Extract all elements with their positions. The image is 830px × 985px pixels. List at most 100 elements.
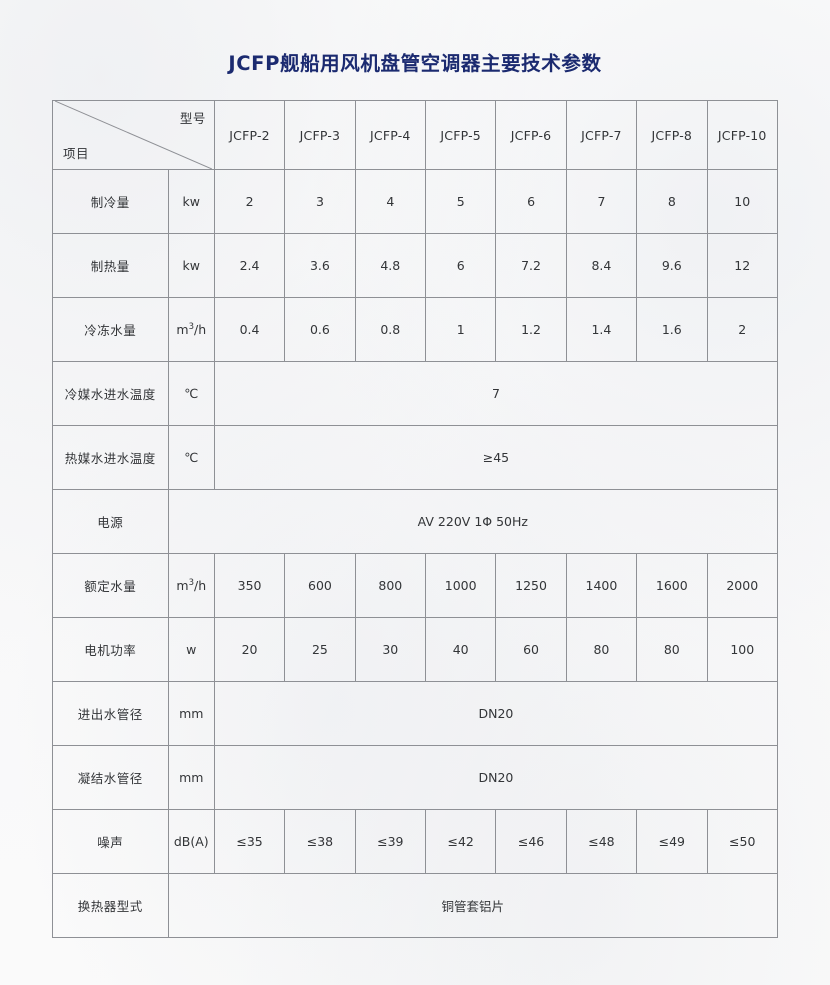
- row-unit-label: ℃: [167, 425, 215, 490]
- row-value-cell: 80: [636, 617, 708, 682]
- row-value-cell: 10: [706, 169, 778, 234]
- row-unit-label: dB(A): [167, 809, 215, 874]
- row-value-cell: 0.6: [284, 297, 356, 362]
- row-value-cell: 350: [213, 553, 286, 618]
- table-row: 电源 AV 220V 1Φ 50Hz: [52, 489, 779, 554]
- row-value-cell: 1400: [565, 553, 638, 618]
- row-value-cell: 100: [706, 617, 778, 682]
- row-value-cell: 6: [424, 233, 497, 298]
- row-item-label: 电机功率: [52, 617, 169, 682]
- header-model-column-7: JCFP-8: [636, 100, 708, 170]
- row-unit-label: ℃: [167, 361, 215, 426]
- row-value-cell: 2: [213, 169, 286, 234]
- header-model-column-8: JCFP-10: [706, 100, 778, 170]
- spec-table-body: 型号 项目 JCFP-2 JCFP-3 JCFP-4 JCFP-5 JCFP-6 JCFP-7…: [52, 100, 779, 938]
- row-value-cell: 2: [706, 297, 778, 362]
- row-value-cell: 0.8: [354, 297, 427, 362]
- row-item-label: 电源: [52, 489, 169, 554]
- table-row: 冷冻水量 m3/h 0.4 0.6 0.8 1 1.2 1.4 1.6 2: [52, 297, 778, 362]
- row-value-cell: 1.6: [636, 297, 708, 362]
- row-value-cell: 80: [565, 617, 638, 682]
- row-value-cell: 8.4: [565, 233, 638, 298]
- row-item-label: 进出水管径: [52, 681, 169, 746]
- row-unit-label: kw: [167, 233, 215, 298]
- row-value-cell: 1000: [424, 553, 497, 618]
- row-unit-label: kw: [167, 169, 215, 234]
- row-merged-value: AV 220V 1Φ 50Hz: [167, 489, 779, 554]
- page-title: JCFP舰船用风机盘管空调器主要技术参数: [228, 52, 602, 75]
- row-item-label: 凝结水管径: [52, 745, 169, 810]
- header-model-column-2: JCFP-3: [284, 100, 356, 170]
- row-item-label: 噪声: [52, 809, 169, 874]
- row-value-cell: ≤38: [284, 809, 356, 874]
- diagonal-divider-icon: [55, 101, 212, 169]
- row-value-cell: 1.4: [565, 297, 638, 362]
- row-merged-value: 铜管套铝片: [167, 873, 779, 938]
- row-value-cell: 6: [495, 169, 567, 234]
- row-value-cell: 4: [354, 169, 427, 234]
- row-item-label: 冷冻水量: [52, 297, 169, 362]
- row-value-cell: 7.2: [495, 233, 567, 298]
- row-value-cell: 30: [354, 617, 427, 682]
- row-item-label: 制热量: [52, 233, 169, 298]
- table-row: 制冷量 kw 2 3 4 5 6 7 8 10: [52, 169, 778, 234]
- row-value-cell: 0.4: [213, 297, 286, 362]
- row-value-cell: 25: [284, 617, 356, 682]
- row-value-cell: 5: [424, 169, 497, 234]
- row-unit-label: w: [167, 617, 215, 682]
- spec-table: 型号 项目 JCFP-2 JCFP-3 JCFP-4 JCFP-5 JCFP-6 JCFP-7…: [52, 100, 779, 938]
- row-value-cell: 12: [706, 233, 778, 298]
- row-merged-value: 7: [213, 361, 779, 426]
- row-value-cell: 4.8: [354, 233, 427, 298]
- row-value-cell: 8: [636, 169, 708, 234]
- row-value-cell: 7: [565, 169, 638, 234]
- row-value-cell: 1.2: [495, 297, 567, 362]
- row-value-cell: 1600: [636, 553, 708, 618]
- row-value-cell: 2000: [706, 553, 778, 618]
- row-item-label: 换热器型式: [52, 873, 169, 938]
- table-row: 冷媒水进水温度 ℃ 7: [52, 361, 779, 426]
- row-merged-value: ≥45: [213, 425, 779, 490]
- table-row: 电机功率 w 20 25 30 40 60 80 80 100: [52, 617, 778, 682]
- header-model-column-3: JCFP-4: [354, 100, 427, 170]
- row-value-cell: ≤49: [636, 809, 708, 874]
- header-model-column-4: JCFP-5: [424, 100, 497, 170]
- row-value-cell: 800: [354, 553, 427, 618]
- row-value-cell: 1250: [495, 553, 567, 618]
- table-row: 热媒水进水温度 ℃ ≥45: [52, 425, 779, 490]
- row-value-cell: ≤39: [354, 809, 427, 874]
- row-item-label: 冷媒水进水温度: [52, 361, 169, 426]
- table-row: 额定水量 m3/h 350 600 800 1000 1250 1400 1600 2000: [52, 553, 778, 618]
- table-row: 凝结水管径 mm DN20: [52, 745, 779, 810]
- row-unit-label: m3/h: [167, 553, 215, 618]
- row-value-cell: ≤46: [495, 809, 567, 874]
- row-unit-label: mm: [167, 681, 215, 746]
- row-value-cell: ≤35: [213, 809, 286, 874]
- spec-table-container: 型号 项目 JCFP-2 JCFP-3 JCFP-4 JCFP-5 JCFP-6 JCFP-7…: [52, 100, 779, 938]
- table-row: 噪声 dB(A) ≤35 ≤38 ≤39 ≤42 ≤46 ≤48 ≤49 ≤50: [52, 809, 778, 874]
- row-merged-value: DN20: [213, 745, 779, 810]
- table-row: 制热量 kw 2.4 3.6 4.8 6 7.2 8.4 9.6 12: [52, 233, 778, 298]
- table-row: 换热器型式 铜管套铝片: [52, 873, 779, 938]
- row-value-cell: 3: [284, 169, 356, 234]
- row-value-cell: ≤50: [706, 809, 778, 874]
- header-model-column-1: JCFP-2: [213, 100, 286, 170]
- row-value-cell: 1: [424, 297, 497, 362]
- header-model-column-5: JCFP-6: [495, 100, 567, 170]
- row-item-label: 额定水量: [52, 553, 169, 618]
- row-value-cell: 2.4: [213, 233, 286, 298]
- header-model-label: 型号: [179, 111, 206, 126]
- row-value-cell: 40: [424, 617, 497, 682]
- header-corner-cell: 型号 项目: [52, 100, 215, 170]
- row-value-cell: 60: [495, 617, 567, 682]
- row-item-label: 制冷量: [52, 169, 169, 234]
- row-value-cell: ≤48: [565, 809, 638, 874]
- row-value-cell: 20: [213, 617, 286, 682]
- row-unit-label: mm: [167, 745, 215, 810]
- row-merged-value: DN20: [213, 681, 779, 746]
- table-row: 进出水管径 mm DN20: [52, 681, 779, 746]
- row-value-cell: 3.6: [284, 233, 356, 298]
- header-model-column-6: JCFP-7: [565, 100, 638, 170]
- table-header-row: 型号 项目 JCFP-2 JCFP-3 JCFP-4 JCFP-5 JCFP-6 JCFP-7…: [52, 100, 778, 170]
- row-value-cell: 600: [284, 553, 356, 618]
